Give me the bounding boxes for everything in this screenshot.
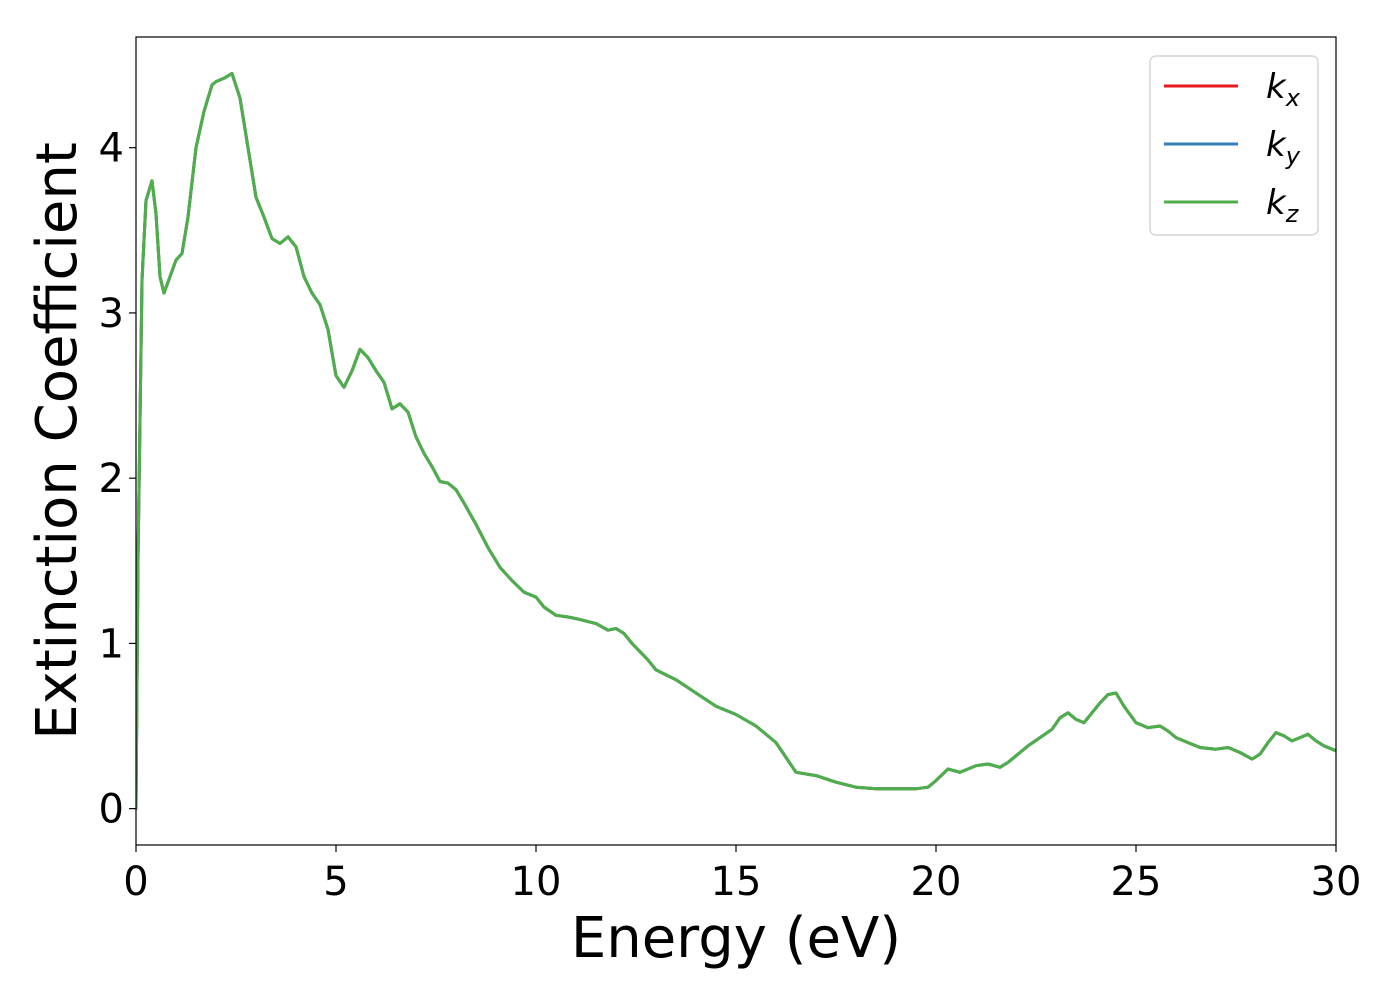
legend-label-k-z: kz xyxy=(1266,183,1300,228)
x-tick-label: 0 xyxy=(123,859,148,905)
y-axis-title: Extinction Coefficient xyxy=(25,142,90,740)
y-tick-label: 3 xyxy=(99,291,124,337)
y-tick-label: 2 xyxy=(99,456,124,502)
x-tick-label: 20 xyxy=(911,859,962,905)
series-line-k-z xyxy=(136,71,1336,811)
x-tick-label: 5 xyxy=(323,859,348,905)
x-tick-label: 25 xyxy=(1111,859,1162,905)
x-tick-label: 30 xyxy=(1311,859,1362,905)
y-tick-label: 1 xyxy=(99,621,124,667)
y-axis-ticks: 0 1 2 3 4 xyxy=(99,126,136,833)
y-tick-label: 4 xyxy=(99,126,124,172)
y-tick-label: 0 xyxy=(99,787,124,833)
legend: kx ky kz xyxy=(1149,55,1319,236)
x-axis-ticks: 0 5 10 15 20 25 30 xyxy=(123,845,1361,905)
legend-label-k-y: ky xyxy=(1266,125,1301,170)
legend-label-k-x: kx xyxy=(1266,67,1301,112)
x-axis-title: Energy (eV) xyxy=(571,906,901,971)
x-tick-label: 15 xyxy=(711,859,762,905)
series-layer xyxy=(136,71,1336,811)
x-tick-label: 10 xyxy=(511,859,562,905)
